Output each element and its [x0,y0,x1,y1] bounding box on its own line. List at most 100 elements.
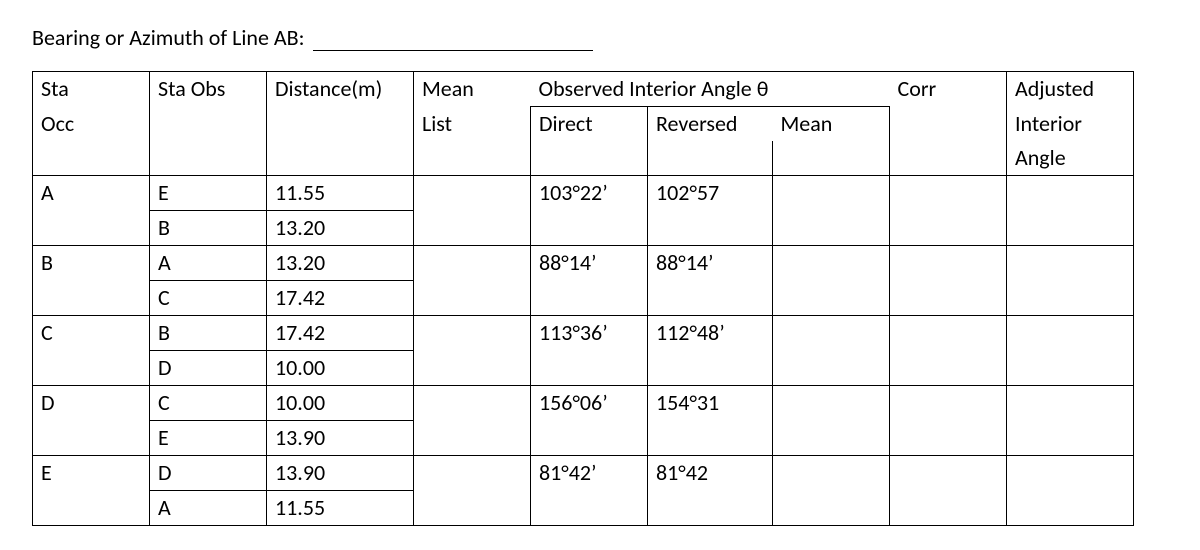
cell-direct: 88°14’ [531,246,648,281]
cell-distance: 13.20 [267,211,414,246]
table-row: A 11.55 [33,491,1134,526]
cell-corr [890,491,1007,526]
hdr-staocc-1: Sta [33,72,150,107]
cell-distance: 11.55 [267,491,414,526]
hdr-staocc-3 [33,141,150,176]
hdr-obs-mean: Mean [773,107,890,142]
hdr-obs-mean-blank [773,141,890,176]
cell-direct [531,351,648,386]
cell-staobs: E [150,176,267,211]
cell-adj [1007,176,1134,211]
cell-reversed [648,281,773,316]
hdr-corr: Corr [890,72,1007,107]
cell-direct: 81°42’ [531,456,648,491]
hdr-staobs-blank [150,107,267,142]
cell-corr [890,421,1007,456]
hdr-distance-blank [267,107,414,142]
cell-meanlist [414,386,531,421]
header-row-1: Sta Sta Obs Distance(m) Mean Observed In… [33,72,1134,107]
table-row: E D 13.90 81°42’ 81°42 [33,456,1134,491]
cell-obsmean [773,176,890,211]
cell-distance: 13.90 [267,456,414,491]
cell-direct: 156°06’ [531,386,648,421]
cell-reversed [648,351,773,386]
cell-direct: 113°36’ [531,316,648,351]
cell-corr [890,386,1007,421]
cell-staobs: A [150,246,267,281]
cell-meanlist [414,456,531,491]
cell-staocc: A [33,176,150,211]
cell-staocc [33,351,150,386]
cell-reversed [648,211,773,246]
cell-reversed: 88°14’ [648,246,773,281]
cell-adj [1007,316,1134,351]
table-row: D C 10.00 156°06’ 154°31 [33,386,1134,421]
cell-direct [531,491,648,526]
cell-obsmean [773,386,890,421]
cell-staocc [33,491,150,526]
table-row: E 13.90 [33,421,1134,456]
hdr-reversed: Reversed [648,107,773,142]
cell-meanlist [414,211,531,246]
cell-staobs: B [150,211,267,246]
hdr-meanlist-3 [414,141,531,176]
cell-adj [1007,491,1134,526]
table-row: B 13.20 [33,211,1134,246]
survey-table: Sta Sta Obs Distance(m) Mean Observed In… [32,71,1134,526]
hdr-distance-blank2 [267,141,414,176]
hdr-distance: Distance(m) [267,72,414,107]
cell-direct [531,421,648,456]
cell-corr [890,281,1007,316]
hdr-staobs: Sta Obs [150,72,267,107]
cell-obsmean [773,316,890,351]
cell-direct [531,211,648,246]
cell-reversed: 112°48’ [648,316,773,351]
hdr-reversed-blank [648,141,773,176]
cell-meanlist [414,176,531,211]
hdr-meanlist-1: Mean [414,72,531,107]
cell-reversed [648,491,773,526]
header-row-2: Occ List Direct Reversed Mean Interior [33,107,1134,142]
cell-staobs: A [150,491,267,526]
cell-corr [890,316,1007,351]
cell-staobs: C [150,386,267,421]
cell-adj [1007,386,1134,421]
hdr-staobs-blank2 [150,141,267,176]
cell-staocc: E [33,456,150,491]
cell-corr [890,211,1007,246]
hdr-adjusted-1: Adjusted [1007,72,1134,107]
cell-obsmean [773,351,890,386]
hdr-adjusted-2: Interior [1007,107,1134,142]
hdr-adjusted-3: Angle [1007,141,1134,176]
cell-adj [1007,456,1134,491]
cell-meanlist [414,351,531,386]
cell-reversed: 81°42 [648,456,773,491]
title-underline [313,28,593,51]
cell-meanlist [414,421,531,456]
cell-distance: 17.42 [267,316,414,351]
hdr-meanlist-2: List [414,107,531,142]
cell-distance: 11.55 [267,176,414,211]
cell-distance: 17.42 [267,281,414,316]
title-text: Bearing or Azimuth of Line AB: [32,24,309,51]
cell-reversed: 102°57 [648,176,773,211]
table-row: D 10.00 [33,351,1134,386]
cell-staocc [33,421,150,456]
cell-obsmean [773,246,890,281]
cell-direct [531,281,648,316]
cell-distance: 10.00 [267,386,414,421]
cell-staobs: B [150,316,267,351]
header-row-3: Angle [33,141,1134,176]
hdr-observed-group: Observed Interior Angle θ [531,72,890,107]
cell-obsmean [773,421,890,456]
title-row: Bearing or Azimuth of Line AB: [32,24,1168,51]
cell-staobs: E [150,421,267,456]
cell-staobs: C [150,281,267,316]
cell-distance: 13.20 [267,246,414,281]
cell-staocc: C [33,316,150,351]
cell-staobs: D [150,351,267,386]
table-row: A E 11.55 103°22’ 102°57 [33,176,1134,211]
cell-obsmean [773,281,890,316]
cell-corr [890,176,1007,211]
cell-meanlist [414,281,531,316]
